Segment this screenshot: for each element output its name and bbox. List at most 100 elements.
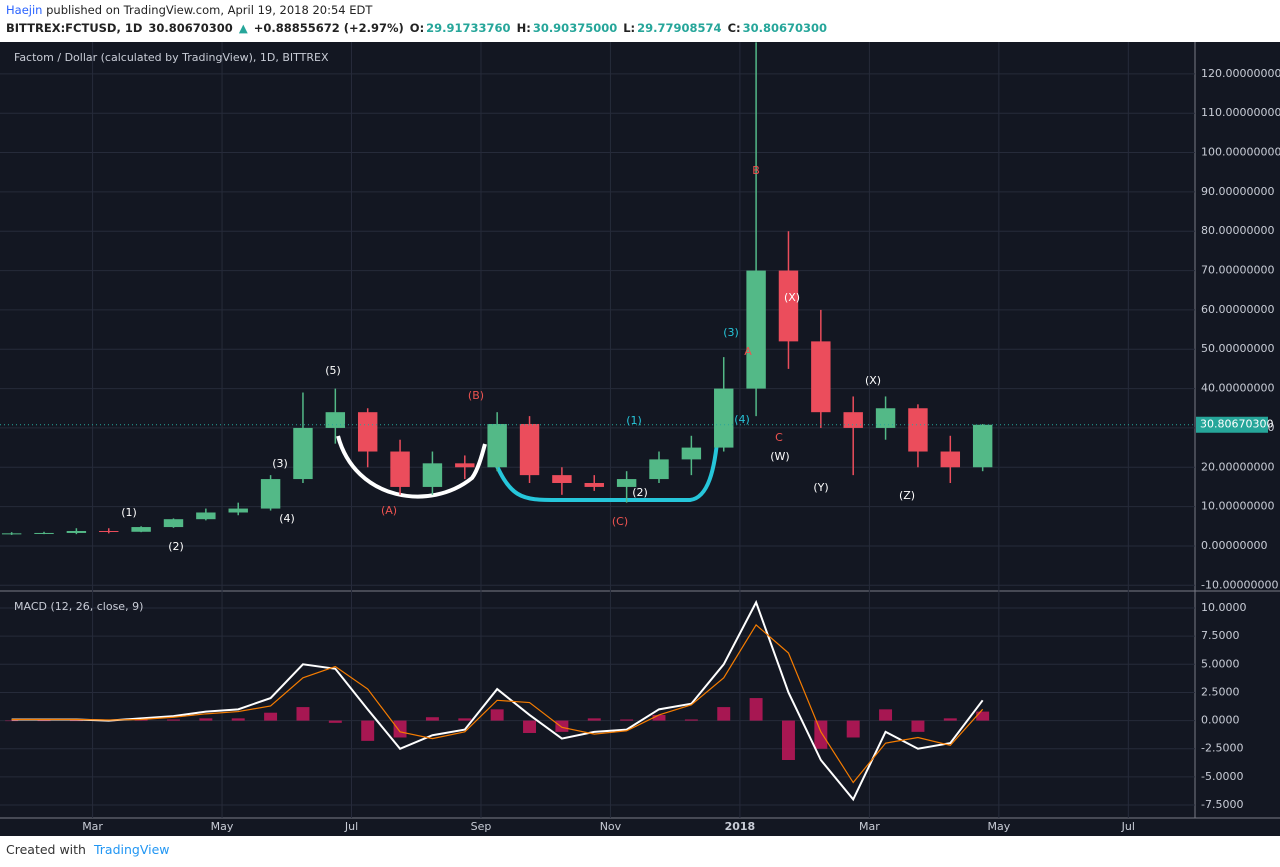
y-tick-label: 7.5000: [1201, 629, 1240, 642]
low-value: 29.77908574: [637, 21, 722, 35]
wave-label: B: [752, 164, 760, 177]
wave-label: (1): [121, 506, 137, 519]
candle-body: [390, 451, 410, 487]
indicator-title: MACD (12, 26, close, 9): [14, 600, 143, 613]
x-tick-label: Sep: [471, 820, 492, 833]
histogram-bar: [425, 717, 439, 721]
candle-body: [519, 423, 540, 476]
wave-label: (X): [865, 374, 881, 387]
candle-body: [778, 270, 799, 342]
candle-body: [714, 388, 734, 448]
wave-label: (C): [612, 515, 628, 528]
publish-info: published on TradingView.com, April 19, …: [46, 3, 373, 17]
wave-label: (X): [784, 291, 800, 304]
candle-body: [293, 427, 313, 480]
y-tick-label: 110.00000000: [1201, 106, 1280, 119]
high-label: H:: [516, 21, 531, 35]
histogram-bar: [879, 709, 893, 721]
chart-background: [0, 42, 1280, 836]
chart: Factom / Dollar (calculated by TradingVi…: [0, 42, 1280, 836]
x-tick-label: Jul: [344, 820, 358, 833]
candle-body: [99, 530, 119, 532]
candle-body: [131, 527, 151, 532]
candle-body: [811, 341, 831, 413]
histogram-bar: [523, 720, 537, 733]
x-tick-label: Mar: [82, 820, 103, 833]
candle-body: [972, 424, 993, 468]
y-tick-label: 70.00000000: [1201, 264, 1274, 277]
candle-body: [325, 412, 346, 428]
candle-body: [843, 412, 863, 428]
macd-line: [11, 623, 984, 784]
histogram-bar: [620, 719, 634, 721]
candle-body: [681, 447, 702, 460]
histogram-bar: [555, 720, 569, 732]
chart-title: Factom / Dollar (calculated by TradingVi…: [14, 51, 329, 64]
y-tick-label: 120.00000000: [1201, 67, 1280, 80]
high-value: 30.90375000: [532, 21, 618, 35]
candle-body: [357, 412, 378, 452]
histogram-bar: [264, 712, 278, 721]
y-tick-label: 5.0000: [1201, 657, 1240, 670]
x-tick-label: Mar: [859, 820, 880, 833]
macd-line: [11, 599, 984, 802]
candle-body: [260, 479, 281, 509]
histogram-bar: [846, 720, 860, 738]
y-tick-label: 2.5000: [1201, 685, 1240, 698]
candle-body: [616, 479, 637, 487]
last-price-tag: [1196, 416, 1268, 433]
candle-body: [552, 475, 572, 483]
candle-body: [1, 533, 22, 535]
grid: [0, 42, 1195, 818]
histogram-bar: [749, 698, 763, 721]
candle-body: [584, 482, 604, 487]
histogram-bar: [458, 718, 472, 721]
y-tick-label: 10.0000: [1201, 601, 1247, 614]
close-value: 30.80670300: [742, 21, 827, 35]
publish-line: Haejin published on TradingView.com, Apr…: [6, 3, 372, 17]
x-tick-label: Jul: [1121, 820, 1135, 833]
histogram-bar: [199, 718, 213, 721]
open-value: 29.91733760: [426, 21, 511, 35]
wave-label: (3): [272, 457, 288, 470]
y-tick-label: -7.5000: [1201, 798, 1243, 811]
y-tick-label: 90.00000000: [1201, 185, 1274, 198]
y-tick-label: 100.00000000: [1201, 146, 1280, 159]
footer: Created with TradingView: [6, 842, 170, 857]
close-label: C:: [727, 21, 741, 35]
candle-body: [228, 508, 248, 513]
histogram-bar: [587, 718, 601, 721]
candle-body: [66, 530, 87, 533]
histogram-bar: [717, 707, 731, 721]
wave-label: (4): [734, 413, 750, 426]
y-tick-label: 10.00000000: [1201, 500, 1274, 513]
footer-brand[interactable]: TradingView: [93, 842, 170, 857]
histogram-bar: [328, 720, 342, 723]
histogram-bar: [69, 720, 83, 722]
wave-label: C: [775, 431, 783, 444]
candle-body: [875, 408, 896, 428]
x-tick-label: May: [987, 820, 1010, 833]
quote-line: BITTREX:FCTUSD, 1D 30.80670300 ▲ +0.8885…: [6, 21, 829, 35]
histogram-bar: [361, 720, 375, 741]
wave-label: (Z): [899, 489, 915, 502]
wave-label: (Y): [813, 481, 828, 494]
y-tick-label: 20.00000000: [1201, 460, 1274, 473]
y-tick-label: 40.00000000: [1201, 382, 1274, 395]
candle-body: [196, 512, 216, 520]
footer-text: Created with: [6, 842, 86, 857]
y-tick-label: 0.00000000: [1201, 539, 1267, 552]
candle-body: [649, 459, 669, 480]
rounded-bottom-curve: [336, 435, 487, 499]
histogram-bar: [393, 720, 407, 738]
x-tick-label: Nov: [600, 820, 622, 833]
author-link[interactable]: Haejin: [6, 3, 43, 17]
histogram-bar: [814, 720, 828, 749]
wave-label: (3): [723, 326, 739, 339]
change-arrow: ▲: [238, 21, 248, 35]
candle-body: [487, 423, 507, 468]
wave-label: (1): [626, 414, 642, 427]
histogram-bar: [943, 718, 957, 721]
wave-label: (W): [770, 450, 789, 463]
